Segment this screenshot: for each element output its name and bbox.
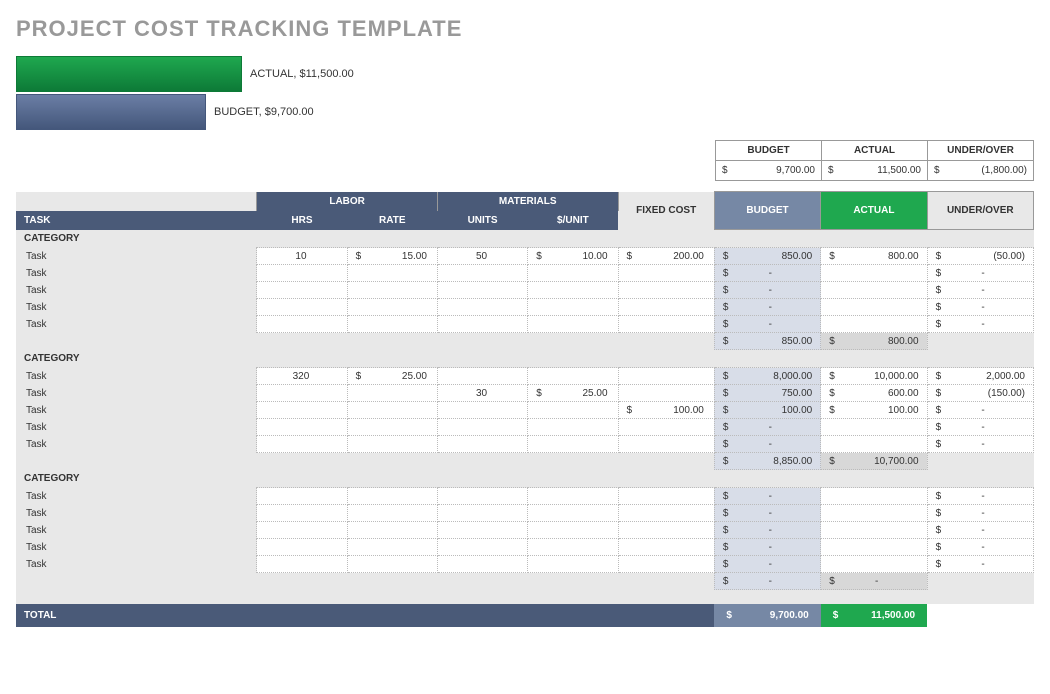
- header-budget: BUDGET: [714, 192, 820, 230]
- task-row[interactable]: Task$-$-: [16, 316, 1034, 333]
- category-row: CATEGORY: [16, 350, 1034, 368]
- units-input[interactable]: [437, 265, 527, 282]
- hrs-input[interactable]: 320: [257, 368, 347, 385]
- summary-table: BUDGET ACTUAL UNDER/OVER $9,700.00 $11,5…: [715, 140, 1034, 181]
- category-row: CATEGORY: [16, 230, 1034, 248]
- hrs-input[interactable]: [257, 316, 347, 333]
- subtotal-row: $-$-: [16, 573, 1034, 590]
- header-perunit: $/UNIT: [528, 211, 618, 230]
- summary-header-budget: BUDGET: [716, 141, 822, 161]
- header-labor: LABOR: [257, 192, 438, 211]
- task-label: Task: [16, 368, 257, 385]
- task-row[interactable]: Task$-$-: [16, 436, 1034, 453]
- task-label: Task: [16, 522, 257, 539]
- summary-budget: $9,700.00: [716, 161, 822, 181]
- units-input[interactable]: [437, 282, 527, 299]
- hrs-input[interactable]: [257, 385, 347, 402]
- subtotal-row: $850.00$800.00: [16, 333, 1034, 350]
- header-materials: MATERIALS: [437, 192, 618, 211]
- task-label: Task: [16, 488, 257, 505]
- hrs-input[interactable]: [257, 505, 347, 522]
- bar-budget: [16, 94, 206, 130]
- units-input[interactable]: [437, 316, 527, 333]
- header-row-1: LABOR MATERIALS FIXED COST BUDGET ACTUAL…: [16, 192, 1034, 211]
- task-row[interactable]: Task$-$-: [16, 299, 1034, 316]
- summary-box: BUDGET ACTUAL UNDER/OVER $9,700.00 $11,5…: [715, 140, 1034, 181]
- task-label: Task: [16, 419, 257, 436]
- hrs-input[interactable]: [257, 299, 347, 316]
- units-input[interactable]: [437, 368, 527, 385]
- total-row: TOTAL$9,700.00$11,500.00: [16, 604, 1034, 627]
- header-fixed: FIXED COST: [618, 192, 714, 230]
- hrs-input[interactable]: [257, 436, 347, 453]
- task-row[interactable]: Task$-$-: [16, 282, 1034, 299]
- summary-under: $(1,800.00): [928, 161, 1034, 181]
- page-title: PROJECT COST TRACKING TEMPLATE: [16, 16, 1034, 42]
- task-row[interactable]: Task$-$-: [16, 419, 1034, 436]
- header-actual: ACTUAL: [821, 192, 927, 230]
- units-input[interactable]: [437, 488, 527, 505]
- cost-table: LABOR MATERIALS FIXED COST BUDGET ACTUAL…: [16, 191, 1034, 627]
- task-row[interactable]: Task$-$-: [16, 522, 1034, 539]
- units-input[interactable]: [437, 522, 527, 539]
- task-row[interactable]: Task$-$-: [16, 265, 1034, 282]
- hrs-input[interactable]: 10: [257, 248, 347, 265]
- task-label: Task: [16, 402, 257, 419]
- task-label: Task: [16, 265, 257, 282]
- task-label: Task: [16, 556, 257, 573]
- hrs-input[interactable]: [257, 265, 347, 282]
- header-task: TASK: [16, 211, 257, 230]
- task-label: Task: [16, 316, 257, 333]
- summary-actual: $11,500.00: [822, 161, 928, 181]
- units-input[interactable]: [437, 556, 527, 573]
- task-row[interactable]: Task$100.00$100.00$100.00$-: [16, 402, 1034, 419]
- bar-actual: [16, 56, 242, 92]
- units-input[interactable]: [437, 539, 527, 556]
- task-label: Task: [16, 385, 257, 402]
- task-label: Task: [16, 248, 257, 265]
- units-input[interactable]: 50: [437, 248, 527, 265]
- summary-chart: ACTUAL, $11,500.00 BUDGET, $9,700.00: [16, 56, 1034, 130]
- category-row: CATEGORY: [16, 470, 1034, 488]
- task-row[interactable]: Task$-$-: [16, 556, 1034, 573]
- units-input[interactable]: [437, 419, 527, 436]
- hrs-input[interactable]: [257, 556, 347, 573]
- header-hrs: HRS: [257, 211, 347, 230]
- task-label: Task: [16, 299, 257, 316]
- task-row[interactable]: Task10$15.0050$10.00$200.00$850.00$800.0…: [16, 248, 1034, 265]
- task-row[interactable]: Task30$25.00$750.00$600.00$(150.00): [16, 385, 1034, 402]
- hrs-input[interactable]: [257, 488, 347, 505]
- header-rate: RATE: [347, 211, 437, 230]
- header-units: UNITS: [437, 211, 527, 230]
- task-label: Task: [16, 505, 257, 522]
- chart-bar-budget: BUDGET, $9,700.00: [16, 94, 1034, 130]
- units-input[interactable]: [437, 505, 527, 522]
- units-input[interactable]: 30: [437, 385, 527, 402]
- hrs-input[interactable]: [257, 522, 347, 539]
- summary-header-under: UNDER/OVER: [928, 141, 1034, 161]
- units-input[interactable]: [437, 436, 527, 453]
- hrs-input[interactable]: [257, 282, 347, 299]
- task-label: Task: [16, 436, 257, 453]
- chart-bar-actual: ACTUAL, $11,500.00: [16, 56, 1034, 92]
- task-label: Task: [16, 282, 257, 299]
- units-input[interactable]: [437, 299, 527, 316]
- hrs-input[interactable]: [257, 419, 347, 436]
- hrs-input[interactable]: [257, 402, 347, 419]
- task-row[interactable]: Task320$25.00$8,000.00$10,000.00$2,000.0…: [16, 368, 1034, 385]
- task-row[interactable]: Task$-$-: [16, 488, 1034, 505]
- task-row[interactable]: Task$-$-: [16, 505, 1034, 522]
- hrs-input[interactable]: [257, 539, 347, 556]
- units-input[interactable]: [437, 402, 527, 419]
- subtotal-row: $8,850.00$10,700.00: [16, 453, 1034, 470]
- task-label: Task: [16, 539, 257, 556]
- task-row[interactable]: Task$-$-: [16, 539, 1034, 556]
- summary-header-actual: ACTUAL: [822, 141, 928, 161]
- bar-budget-label: BUDGET, $9,700.00: [214, 106, 314, 118]
- header-under: UNDER/OVER: [927, 192, 1033, 230]
- bar-actual-label: ACTUAL, $11,500.00: [250, 68, 354, 80]
